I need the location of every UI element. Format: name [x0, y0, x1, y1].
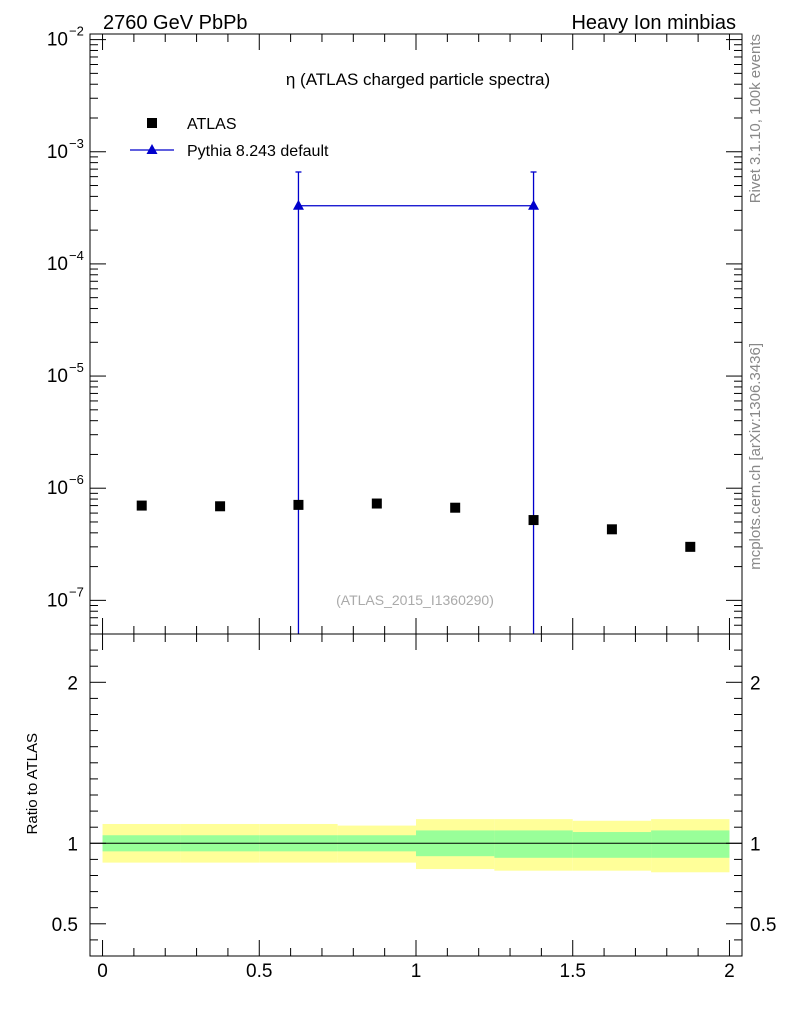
main-y-tick-exponent: −6 [69, 472, 84, 487]
ratio-y-tick-label-left: 2 [67, 673, 78, 694]
legend: ATLAS Pythia 8.243 default [130, 116, 329, 160]
ratio-panel: 0.5 0.5 1 1 2 2 0 0.5 1 1.5 2 Ratio to ATLAS [24, 633, 777, 982]
atlas-point [371, 498, 382, 509]
x-tick-label: 1 [411, 961, 422, 982]
main-axis-ticks [90, 34, 742, 634]
legend-pythia-label: Pythia 8.243 default [187, 143, 329, 160]
header-right: Heavy Ion minbias [571, 12, 736, 34]
main-y-tick-label: 10 [47, 30, 68, 51]
legend-atlas-marker [147, 118, 157, 128]
main-y-tick-exponent: −2 [69, 24, 84, 39]
main-y-tick-label: 10 [47, 366, 68, 387]
ratio-y-tick-label-left: 1 [67, 834, 78, 855]
main-y-tick-labels: 10−210−310−410−510−610−7 [47, 24, 84, 612]
main-y-tick-label: 10 [47, 590, 68, 611]
ratio-axis-ticks [90, 633, 742, 957]
main-y-tick-exponent: −5 [69, 360, 84, 375]
pythia-point [292, 199, 304, 210]
side-label-bottom: mcplots.cern.ch [arXiv:1306.3436] [747, 343, 764, 570]
header-left: 2760 GeV PbPb [103, 12, 248, 34]
atlas-point [450, 502, 461, 513]
ratio-y-tick-label-right: 1 [750, 834, 761, 855]
pythia-point [528, 199, 540, 210]
ratio-inner-band [651, 830, 730, 858]
legend-atlas-label: ATLAS [187, 116, 237, 133]
legend-pythia-marker [146, 144, 158, 154]
main-y-tick-exponent: −4 [69, 248, 84, 263]
ratio-frame [89, 633, 743, 957]
atlas-point [685, 541, 696, 552]
main-plot-title: η (ATLAS charged particle spectra) [286, 70, 550, 89]
analysis-watermark: (ATLAS_2015_I1360290) [336, 592, 494, 608]
atlas-point [215, 501, 226, 512]
ratio-y-tick-label-left: 0.5 [52, 915, 78, 936]
main-data-marks [136, 171, 696, 634]
atlas-point [293, 499, 304, 510]
main-panel: 10−210−310−410−510−610−7 η (ATLAS charge… [47, 24, 743, 635]
ratio-inner-band [494, 830, 573, 858]
main-y-tick-exponent: −3 [69, 136, 84, 151]
main-y-tick-label: 10 [47, 142, 68, 163]
main-y-tick-label: 10 [47, 478, 68, 499]
ratio-uncertainty-bands [102, 819, 730, 873]
ratio-inner-band [572, 832, 652, 858]
x-tick-label: 1.5 [560, 961, 586, 982]
ratio-y-tick-label-right: 0.5 [750, 915, 776, 936]
atlas-point [528, 515, 539, 526]
main-y-tick-exponent: −7 [69, 584, 84, 599]
x-tick-label: 0 [97, 961, 108, 982]
x-tick-label: 2 [724, 961, 735, 982]
atlas-point [606, 524, 617, 535]
side-label-top: Rivet 3.1.10, 100k events [747, 34, 764, 203]
ratio-y-tick-label-right: 2 [750, 673, 761, 694]
ratio-tick-labels: 0.5 0.5 1 1 2 2 0 0.5 1 1.5 2 [52, 673, 777, 982]
x-tick-label: 0.5 [246, 961, 272, 982]
ratio-y-axis-label: Ratio to ATLAS [24, 733, 41, 834]
main-y-tick-label: 10 [47, 254, 68, 275]
atlas-point [136, 500, 147, 511]
